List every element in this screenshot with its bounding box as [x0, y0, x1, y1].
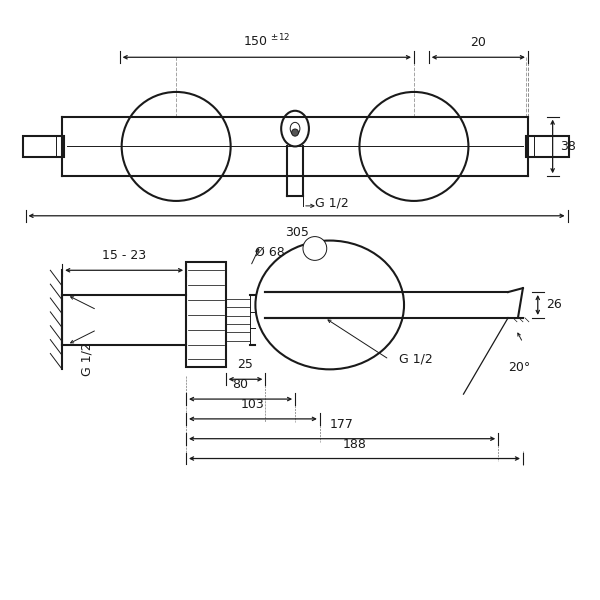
Text: 177: 177	[330, 418, 354, 431]
Circle shape	[303, 236, 327, 260]
Text: 38: 38	[560, 140, 577, 153]
Text: G 1/2: G 1/2	[80, 343, 94, 376]
Text: 150 $^{\pm 12}$: 150 $^{\pm 12}$	[243, 33, 290, 49]
Text: 80: 80	[233, 378, 248, 391]
Text: 26: 26	[546, 298, 562, 311]
Text: G 1/2: G 1/2	[399, 353, 433, 366]
Text: 20: 20	[470, 37, 486, 49]
Text: 305: 305	[284, 226, 308, 239]
Ellipse shape	[256, 241, 404, 370]
Ellipse shape	[292, 129, 299, 136]
Text: 20°: 20°	[508, 361, 530, 374]
Text: 25: 25	[238, 358, 253, 371]
Bar	[526, 136, 569, 157]
Text: Ø 68: Ø 68	[256, 245, 285, 259]
Text: 188: 188	[343, 437, 367, 451]
Text: 15 - 23: 15 - 23	[102, 250, 146, 262]
Text: 103: 103	[241, 398, 265, 411]
Bar	[186, 262, 226, 367]
Bar	[23, 136, 64, 157]
Text: G 1/2: G 1/2	[315, 196, 349, 209]
